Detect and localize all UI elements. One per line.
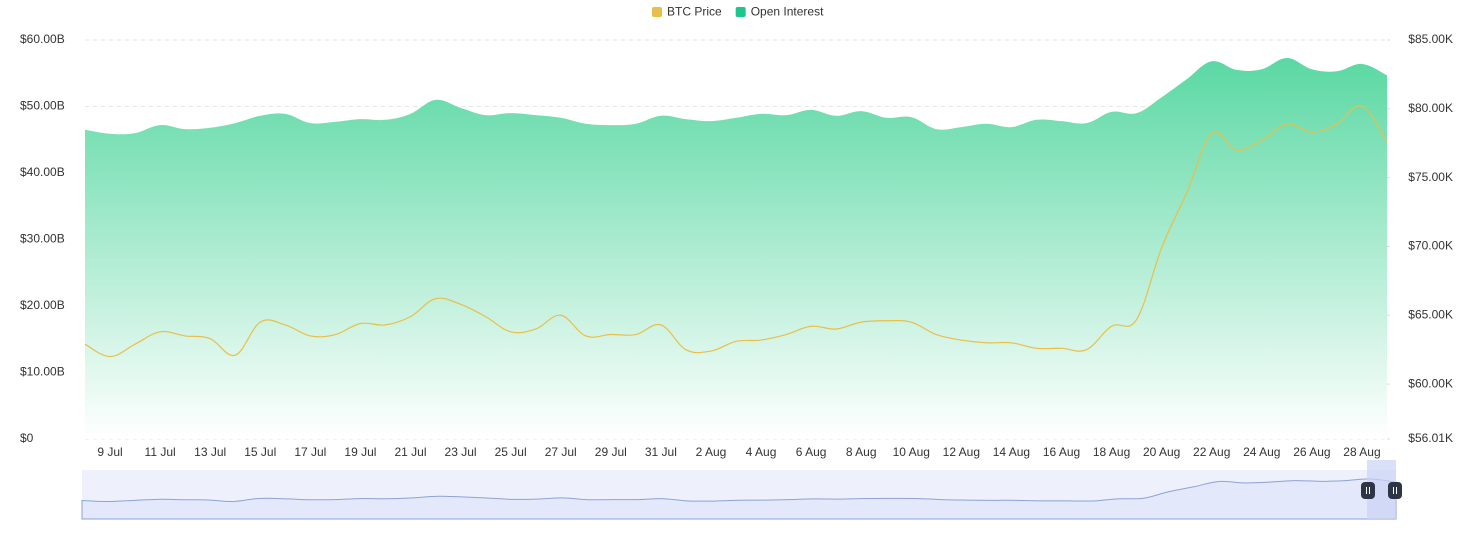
- y-tick-label: $0: [20, 431, 34, 445]
- navigator-line: [81, 478, 1397, 520]
- y2-tick-label: $56.01K: [1408, 431, 1453, 445]
- y-tick-label: $60.00B: [20, 32, 65, 46]
- x-tick-label: 24 Aug: [1243, 445, 1280, 459]
- x-tick-label: 20 Aug: [1143, 445, 1180, 459]
- x-tick-label: 19 Jul: [344, 445, 376, 459]
- x-tick-label: 31 Jul: [645, 445, 677, 459]
- area: [85, 57, 1387, 439]
- x-tick-label: 23 Jul: [445, 445, 477, 459]
- x-tick-label: 25 Jul: [495, 445, 527, 459]
- x-tick-label: 18 Aug: [1093, 445, 1130, 459]
- x-tick-label: 9 Jul: [97, 445, 122, 459]
- legend-swatch: [652, 7, 662, 17]
- navigator-handle[interactable]: [1361, 482, 1375, 499]
- x-tick-label: 15 Jul: [244, 445, 276, 459]
- x-tick-label: 27 Jul: [545, 445, 577, 459]
- x-tick-label: 8 Aug: [846, 445, 877, 459]
- x-tick-label: 16 Aug: [1043, 445, 1080, 459]
- x-tick-label: 11 Jul: [145, 445, 176, 459]
- x-tick-label: 29 Jul: [595, 445, 627, 459]
- legend-swatch: [735, 7, 746, 17]
- x-tick-label: 4 Aug: [746, 445, 777, 459]
- y2-tick-label: $70.00K: [1408, 239, 1453, 253]
- y2-tick-label: $85.00K: [1408, 32, 1453, 46]
- legend-label: BTC Price: [667, 5, 722, 19]
- x-tick-label: 28 Aug: [1343, 445, 1380, 459]
- y-tick-label: $40.00B: [20, 165, 65, 179]
- x-tick-label: 14 Aug: [993, 445, 1030, 459]
- y2-tick-label: $65.00K: [1408, 307, 1453, 321]
- y-tick-label: $50.00B: [20, 99, 65, 113]
- y-tick-label: $30.00B: [20, 232, 65, 246]
- x-tick-label: 6 Aug: [796, 445, 827, 459]
- y2-tick-label: $75.00K: [1408, 170, 1453, 184]
- line: [84, 105, 1388, 358]
- x-tick-label: 21 Jul: [394, 445, 426, 459]
- x-tick-label: 12 Aug: [943, 445, 980, 459]
- y-tick-label: $20.00B: [20, 298, 65, 312]
- y2-tick-label: $60.00K: [1408, 376, 1453, 390]
- x-tick-label: 26 Aug: [1293, 445, 1330, 459]
- x-tick-label: 22 Aug: [1193, 445, 1230, 459]
- y-tick-label: $10.00B: [20, 365, 65, 379]
- x-tick-label: 13 Jul: [194, 445, 226, 459]
- y2-tick-label: $80.00K: [1408, 101, 1453, 115]
- x-tick-label: 10 Aug: [893, 445, 930, 459]
- navigator-handle[interactable]: [1388, 482, 1402, 499]
- x-tick-label: 2 Aug: [696, 445, 727, 459]
- legend-label: Open Interest: [751, 5, 824, 19]
- x-tick-label: 17 Jul: [294, 445, 326, 459]
